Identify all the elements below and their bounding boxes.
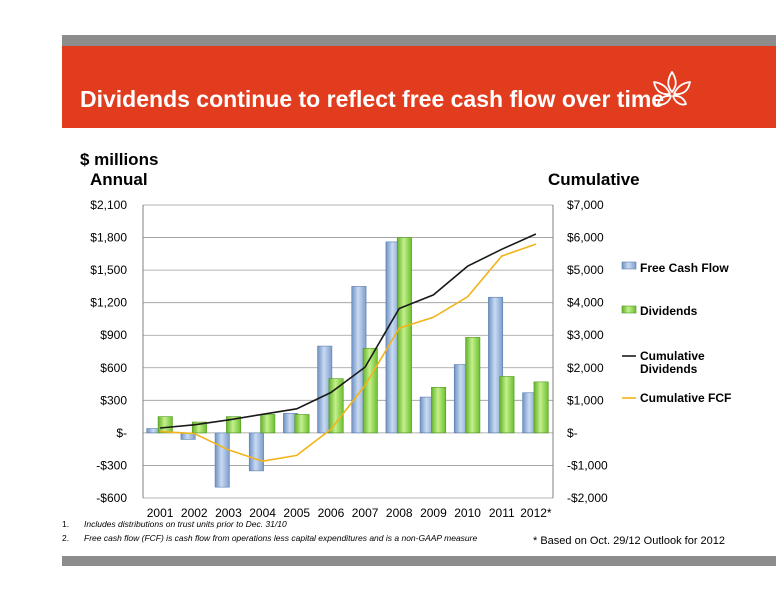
bottom-band bbox=[62, 556, 776, 566]
dividend-bar bbox=[328, 378, 344, 434]
x-tick-label: 2009 bbox=[420, 506, 447, 520]
left-tick-label: -$600 bbox=[96, 491, 127, 505]
left-tick-label: $1,500 bbox=[90, 263, 127, 277]
x-tick-label: 2003 bbox=[215, 506, 242, 520]
slide-title: Dividends continue to reflect free cash … bbox=[80, 86, 665, 112]
cumulative-dividends-line bbox=[160, 233, 537, 429]
dividends-chart: -$600 -$300 $- $300 $600 $900 $1,200 $1,500 $1,8… bbox=[90, 198, 731, 520]
footnote-1-number: 1. bbox=[62, 519, 70, 529]
right-tick-label: $7,000 bbox=[567, 198, 604, 212]
outlook-note: * Based on Oct. 29/12 Outlook for 2012 bbox=[533, 535, 726, 547]
right-tick-label: -$2,000 bbox=[567, 491, 608, 505]
right-tick-label: $3,000 bbox=[567, 328, 604, 342]
legend-cum-fcf-label: Cumulative FCF bbox=[640, 391, 731, 405]
right-tick-label: -$1,000 bbox=[567, 458, 608, 472]
footnote-2-text: Free cash flow (FCF) is cash flow from o… bbox=[84, 533, 478, 543]
title-bar: Dividends continue to reflect free cash … bbox=[62, 46, 776, 128]
legend-dividends-swatch bbox=[621, 305, 637, 314]
x-tick-label: 2010 bbox=[454, 506, 481, 520]
dividend-bar bbox=[260, 414, 276, 434]
x-tick-label: 2012* bbox=[520, 506, 552, 520]
legend-dividends-label: Dividends bbox=[640, 304, 698, 318]
dividend-bar bbox=[431, 387, 447, 434]
units-label: $ millions bbox=[80, 150, 159, 169]
x-tick-label: 2006 bbox=[318, 506, 345, 520]
x-tick-label: 2004 bbox=[249, 506, 276, 520]
dividend-bar bbox=[157, 416, 173, 434]
x-tick-label: 2007 bbox=[352, 506, 379, 520]
top-band bbox=[62, 35, 776, 46]
left-axis-heading: Annual bbox=[90, 170, 148, 189]
fcf-bar bbox=[214, 432, 230, 488]
right-tick-label: $4,000 bbox=[567, 296, 604, 310]
x-tick-label: 2002 bbox=[181, 506, 208, 520]
footnote-1-text: Includes distributions on trust units pr… bbox=[84, 519, 287, 529]
left-tick-label: $1,200 bbox=[90, 296, 127, 310]
dividend-bar bbox=[499, 376, 515, 434]
footnote-1: 1. Includes distributions on trust units … bbox=[62, 519, 287, 529]
legend-fcf-swatch bbox=[621, 261, 637, 270]
maple-leaf-logo bbox=[653, 71, 691, 106]
dividend-bar bbox=[465, 337, 481, 434]
x-tick-label: 2008 bbox=[386, 506, 413, 520]
x-tick-label: 2011 bbox=[489, 506, 515, 520]
left-tick-label: $900 bbox=[100, 328, 127, 342]
right-axis-heading: Cumulative bbox=[548, 170, 640, 189]
dividend-bar bbox=[533, 381, 549, 434]
x-tick-label: 2001 bbox=[147, 506, 174, 520]
left-tick-label: $- bbox=[116, 426, 127, 440]
left-tick-label: -$300 bbox=[96, 458, 127, 472]
legend-cum-div-label: Cumulative Dividends bbox=[640, 349, 705, 376]
right-tick-label: $5,000 bbox=[567, 263, 604, 277]
dividend-bar bbox=[362, 347, 378, 434]
dividend-bar bbox=[191, 421, 207, 434]
right-tick-label: $2,000 bbox=[567, 361, 604, 375]
cumulative-fcf-line bbox=[160, 243, 537, 463]
dividend-bar bbox=[226, 416, 242, 434]
right-tick-label: $- bbox=[567, 426, 578, 440]
x-tick-label: 2005 bbox=[283, 506, 310, 520]
fcf-bar bbox=[488, 296, 504, 434]
left-tick-label: $2,100 bbox=[90, 198, 127, 212]
left-tick-label: $300 bbox=[100, 393, 127, 407]
left-tick-label: $1,800 bbox=[90, 231, 127, 245]
footnote-2: 2. Free cash flow (FCF) is cash flow from… bbox=[62, 533, 477, 543]
fcf-bar bbox=[248, 432, 264, 472]
dividend-bar bbox=[294, 414, 310, 434]
footnote-2-number: 2. bbox=[62, 533, 70, 543]
left-tick-label: $600 bbox=[100, 361, 127, 375]
dividend-bar bbox=[396, 237, 412, 434]
right-tick-label: $6,000 bbox=[567, 231, 604, 245]
right-tick-label: $1,000 bbox=[567, 393, 604, 407]
legend-fcf-label: Free Cash Flow bbox=[640, 261, 729, 275]
